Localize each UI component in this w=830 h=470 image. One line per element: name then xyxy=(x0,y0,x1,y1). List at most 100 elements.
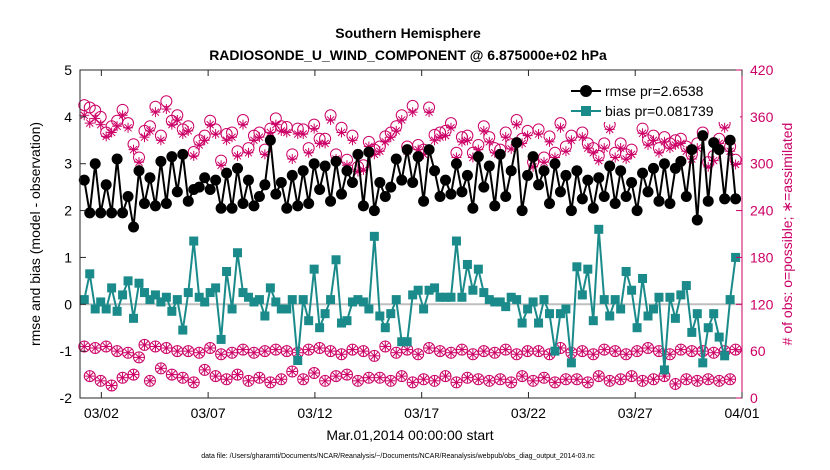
assimilated-high-stroke xyxy=(146,127,154,135)
rmse-point xyxy=(412,151,424,163)
rmse-point xyxy=(396,174,408,186)
bias-point xyxy=(643,311,653,321)
rmse-point xyxy=(341,165,353,177)
assimilated-high-point xyxy=(90,113,101,124)
x-tick-label: 03/12 xyxy=(297,405,332,421)
bias-point xyxy=(118,290,128,300)
possible-low-point xyxy=(264,376,277,389)
assimilated-low-stroke xyxy=(124,348,132,357)
rmse-point xyxy=(111,153,123,165)
assimilated-high-point xyxy=(615,143,626,154)
assimilated-low-point xyxy=(473,374,484,385)
assimilated-high-point xyxy=(626,149,637,160)
assimilated-high-stroke xyxy=(228,133,236,142)
rmse-point xyxy=(620,191,632,203)
assimilated-low-stroke xyxy=(671,380,680,388)
assimilated-high-stroke xyxy=(118,111,127,120)
assimilated-high-point xyxy=(177,129,188,140)
bias-point xyxy=(386,309,396,319)
possible-low-point xyxy=(275,373,288,386)
assimilated-low-point xyxy=(517,371,528,382)
assimilated-high-point xyxy=(462,135,473,146)
assimilated-low-stroke xyxy=(157,364,165,373)
bias-point xyxy=(79,295,89,305)
assimilated-low-stroke xyxy=(507,378,516,387)
right-tick-label: 360 xyxy=(750,109,774,125)
possible-low-point xyxy=(505,376,518,389)
bias-point xyxy=(687,327,697,337)
bias-point xyxy=(161,292,171,302)
assimilated-low-stroke xyxy=(693,376,702,385)
assimilated-low-stroke xyxy=(337,350,346,359)
rmse-point xyxy=(407,176,419,188)
rmse-point xyxy=(511,137,523,149)
assimilated-low-stroke xyxy=(474,375,483,384)
legend-bias-marker xyxy=(581,106,591,116)
assimilated-low-point xyxy=(95,375,106,386)
rmse-point xyxy=(538,165,550,177)
assimilated-high-stroke xyxy=(222,136,231,145)
assimilated-high-stroke xyxy=(173,116,182,124)
assimilated-high-point xyxy=(566,135,577,146)
assimilated-high-point xyxy=(95,119,106,130)
possible-low-point xyxy=(105,379,118,392)
assimilated-low-point xyxy=(599,344,610,355)
assimilated-high-point xyxy=(232,150,243,161)
possible-low-point xyxy=(297,373,310,386)
rmse-point xyxy=(226,202,238,214)
legend-bias-label: bias pr=0.081739 xyxy=(605,103,714,119)
assimilated-low-stroke xyxy=(463,373,472,382)
assimilated-low-point xyxy=(298,374,309,385)
assimilated-low-stroke xyxy=(403,345,412,354)
bias-series xyxy=(79,224,741,375)
possible-low-point xyxy=(373,371,386,384)
assimilated-high-stroke xyxy=(337,128,346,137)
bias-point xyxy=(172,295,182,305)
assimilated-low-point xyxy=(506,377,517,388)
rmse-point xyxy=(527,151,539,163)
assimilated-high-stroke xyxy=(676,139,685,148)
left-tick-label: 0 xyxy=(64,296,72,312)
possible-low-point xyxy=(351,374,364,387)
bias-point xyxy=(550,346,560,356)
assimilated-high-stroke xyxy=(501,133,510,142)
assimilated-high-point xyxy=(281,127,292,138)
right-tick-label: 240 xyxy=(750,203,774,219)
assimilated-low-point xyxy=(101,341,112,352)
possible-low-point xyxy=(538,371,551,384)
possible-low-point xyxy=(226,346,239,359)
assimilated-high-point xyxy=(79,110,90,121)
assimilated-high-stroke xyxy=(178,130,187,138)
bias-point xyxy=(577,290,587,300)
assimilated-high-stroke xyxy=(135,158,143,167)
assimilated-low-point xyxy=(681,374,692,385)
bias-point xyxy=(468,285,478,295)
assimilated-high-stroke xyxy=(562,147,570,156)
assimilated-high-point xyxy=(637,128,648,139)
rmse-point xyxy=(653,195,665,207)
rmse-point xyxy=(582,174,594,186)
assimilated-high-point xyxy=(478,125,489,136)
assimilated-high-point xyxy=(396,114,407,125)
bias-point xyxy=(326,295,336,305)
assimilated-low-stroke xyxy=(501,345,510,354)
rmse-point xyxy=(232,162,244,174)
assimilated-high-stroke xyxy=(600,144,609,152)
assimilated-low-point xyxy=(511,349,522,360)
right-tick-label: 420 xyxy=(750,62,774,78)
rmse-point xyxy=(177,148,189,160)
bias-point xyxy=(189,236,199,246)
assimilated-high-point xyxy=(604,124,615,135)
left-tick-label: 4 xyxy=(64,109,72,125)
count-points xyxy=(78,95,742,392)
bias-point xyxy=(233,248,243,258)
assimilated-low-stroke xyxy=(392,348,401,357)
rmse-point xyxy=(128,221,140,233)
possible-low-point xyxy=(652,345,665,358)
assimilated-low-point xyxy=(314,343,325,354)
assimilated-high-point xyxy=(664,143,675,154)
assimilated-low-point xyxy=(686,346,697,357)
assimilated-low-point xyxy=(216,349,227,360)
x-axis: 03/02 03/07 03/12 03/17 03/22 03/27 04/01 xyxy=(84,70,760,421)
assimilated-high-point xyxy=(309,123,320,134)
